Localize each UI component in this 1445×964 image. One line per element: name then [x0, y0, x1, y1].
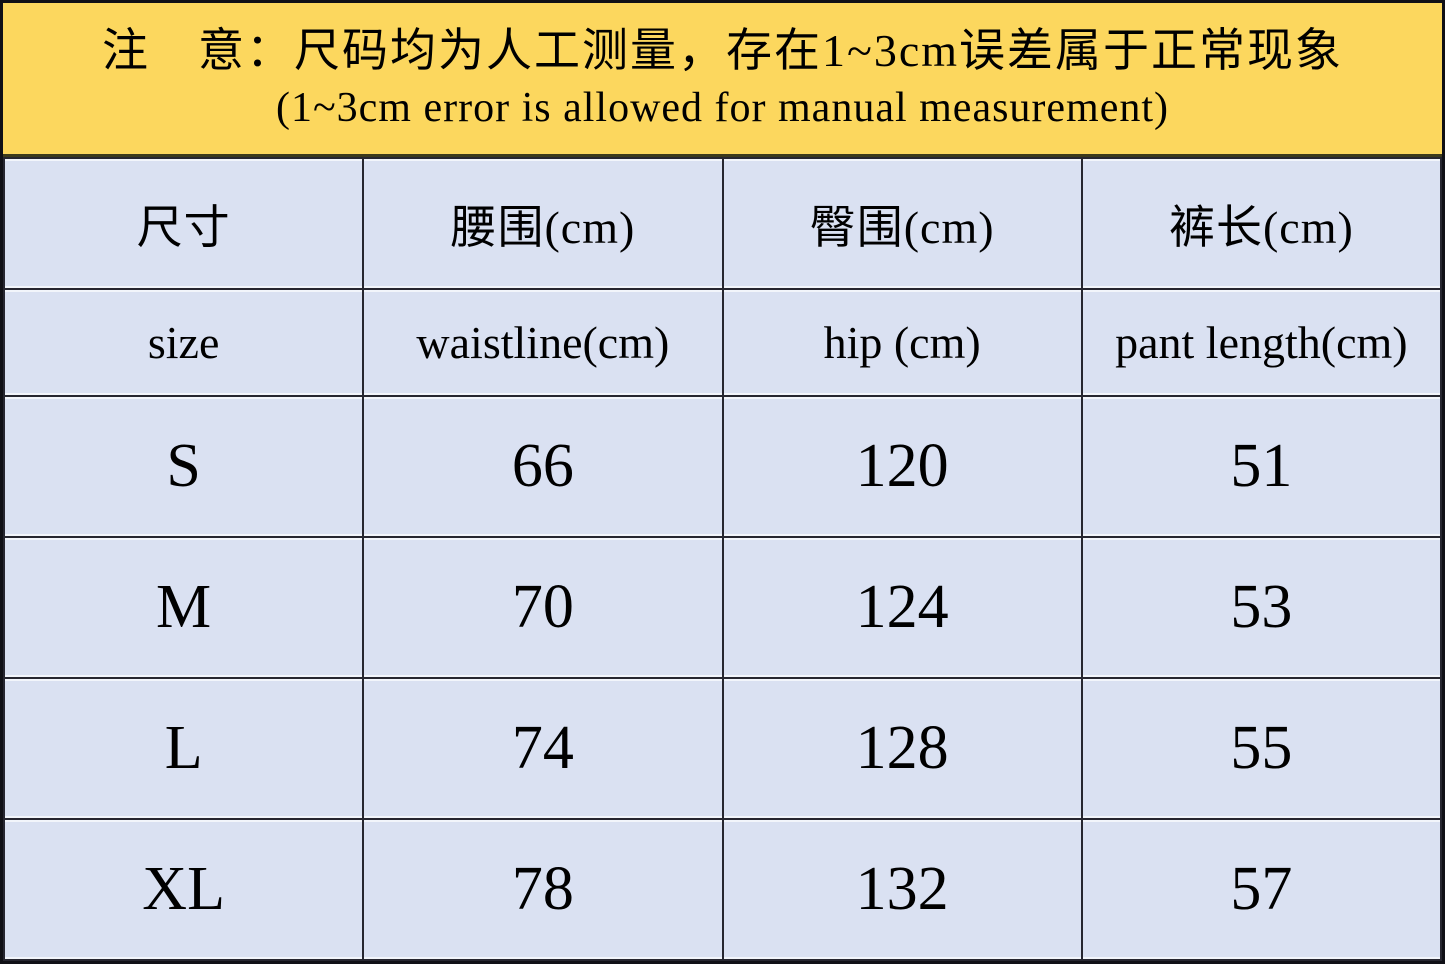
- pantlength-cell: 55: [1080, 676, 1443, 820]
- size-cell: M: [2, 535, 365, 679]
- hip-cell: 124: [721, 535, 1083, 679]
- header-cell-size-cn: 尺寸: [2, 156, 365, 291]
- table-row-size-xl: XL 78 132 57: [2, 817, 1443, 962]
- size-cell: XL: [2, 817, 365, 962]
- pantlength-cell: 57: [1080, 817, 1443, 962]
- table-row-size-m: M 70 124 53: [2, 535, 1443, 679]
- hip-cell: 120: [721, 394, 1083, 538]
- notice-text-en: (1~3cm error is allowed for manual measu…: [275, 84, 1170, 131]
- hip-cell: 132: [721, 817, 1083, 962]
- waistline-cell: 70: [362, 535, 724, 679]
- notice-banner: 注 意：尺码均为人工测量，存在1~3cm误差属于正常现象 (1~3cm erro…: [3, 3, 1442, 157]
- pantlength-cell: 51: [1080, 394, 1443, 538]
- hip-cell: 128: [721, 676, 1083, 820]
- table-row-size-l: L 74 128 55: [2, 676, 1443, 820]
- header-cell-hip-en: hip (cm): [721, 288, 1083, 397]
- header-cell-waistline-cn: 腰围(cm): [362, 156, 724, 291]
- header-cell-hip-cn: 臀围(cm): [721, 156, 1083, 291]
- header-cell-waistline-en: waistline(cm): [362, 288, 724, 397]
- waistline-cell: 66: [362, 394, 724, 538]
- header-cell-pantlength-cn: 裤长(cm): [1080, 156, 1443, 291]
- pantlength-cell: 53: [1080, 535, 1443, 679]
- table-row-header-cn: 尺寸 腰围(cm) 臀围(cm) 裤长(cm): [2, 156, 1443, 291]
- waistline-cell: 74: [362, 676, 724, 820]
- size-cell: L: [2, 676, 365, 820]
- size-table: 尺寸 腰围(cm) 臀围(cm) 裤长(cm) size waistline(c…: [2, 156, 1443, 962]
- waistline-cell: 78: [362, 817, 724, 962]
- size-cell: S: [2, 394, 365, 538]
- notice-text-cn: 注 意：尺码均为人工测量，存在1~3cm误差属于正常现象: [101, 25, 1344, 77]
- header-cell-pantlength-en: pant length(cm): [1080, 288, 1443, 397]
- table-row-header-en: size waistline(cm) hip (cm) pant length(…: [2, 288, 1443, 397]
- header-cell-size-en: size: [2, 288, 365, 397]
- table-row-size-s: S 66 120 51: [2, 394, 1443, 538]
